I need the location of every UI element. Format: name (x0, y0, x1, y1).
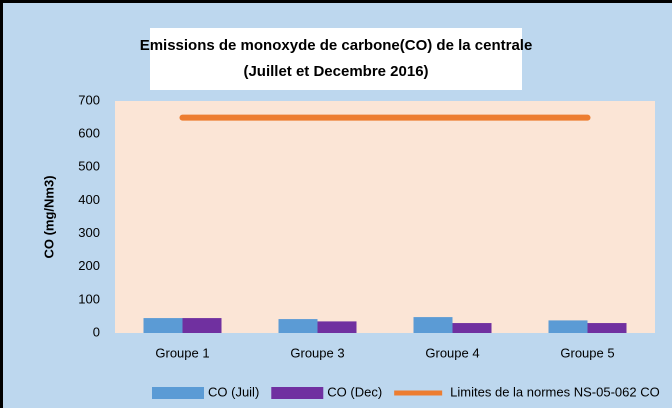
legend-swatch (152, 387, 204, 399)
bar (182, 318, 222, 333)
legend-label: Limites de la normes NS-05-062 CO (450, 384, 660, 399)
bar (548, 320, 588, 333)
y-tick-label: 400 (78, 192, 100, 207)
bar (587, 323, 627, 333)
bar (317, 321, 357, 333)
legend-label: CO (Juil) (208, 384, 259, 399)
chart-title: Emissions de monoxyde de carbone(CO) de … (140, 37, 533, 54)
x-tick-label: Groupe 1 (155, 345, 209, 360)
legend-swatch (271, 387, 324, 399)
bar (452, 323, 492, 333)
plot-area (115, 101, 655, 333)
x-tick-label: Groupe 3 (290, 345, 344, 360)
x-tick-label: Groupe 4 (425, 345, 479, 360)
chart-subtitle: (Juillet et Decembre 2016) (243, 63, 428, 80)
y-tick-label: 100 (78, 291, 100, 306)
y-tick-label: 300 (78, 225, 100, 240)
legend-label: CO (Dec) (327, 384, 382, 399)
y-tick-label: 0 (93, 324, 100, 339)
bar (143, 318, 183, 333)
y-axis-label: CO (mg/Nm3) (41, 175, 56, 258)
title-box (150, 28, 522, 90)
bar (278, 319, 318, 333)
bar (413, 317, 453, 333)
x-tick-label: Groupe 5 (560, 345, 614, 360)
y-tick-label: 600 (78, 126, 100, 141)
y-tick-label: 500 (78, 159, 100, 174)
y-tick-label: 200 (78, 258, 100, 273)
y-tick-label: 700 (78, 92, 100, 107)
